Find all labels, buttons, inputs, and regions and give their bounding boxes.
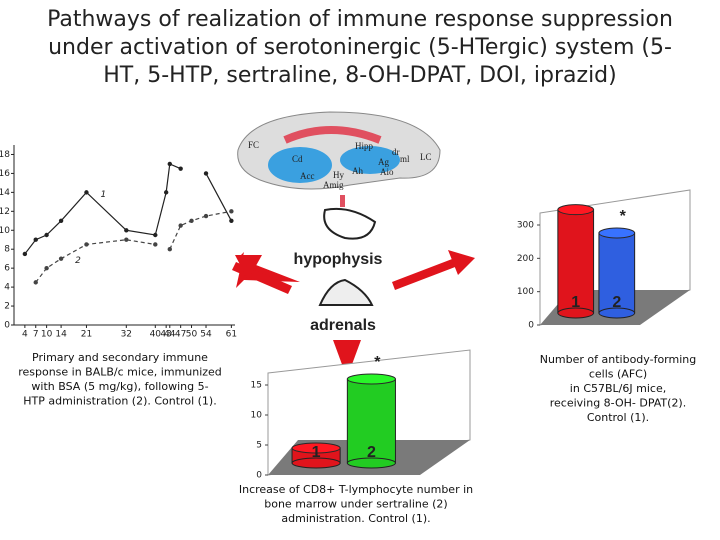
y-tick-label: 0 (528, 321, 534, 331)
bar-bottom (291, 457, 341, 469)
brain-label: Ah (352, 166, 363, 176)
chart-caption: response in BALB/c mice, immunized (18, 366, 222, 379)
chart-caption: with BSA (5 mg/kg), following 5- (31, 380, 208, 393)
y-tick-label: 15 (251, 381, 262, 391)
x-tick-label: 47 (175, 330, 186, 340)
bar-top (557, 204, 595, 216)
brain-label: FC (248, 140, 259, 150)
bar-label: 2 (367, 444, 376, 461)
brain-label: Acc (300, 171, 315, 181)
x-tick-label: 10 (41, 330, 53, 340)
series-line (35, 210, 232, 283)
series-line (24, 163, 232, 255)
chart-caption: HTP administration (2). Control (1). (23, 395, 216, 408)
hypophysis-label: hypophysis (294, 251, 383, 268)
brain-label: Cd (292, 154, 303, 164)
bar-bottom (346, 457, 396, 469)
y-tick-label: 0 (4, 321, 10, 331)
brain-diagram (232, 111, 475, 378)
bar (346, 378, 396, 464)
y-tick-label: 4 (4, 283, 10, 293)
annotation: * (620, 208, 627, 225)
y-tick-label: 200 (517, 254, 534, 264)
chart-caption: cells (AFC) (589, 368, 647, 381)
y-tick-label: 14 (0, 188, 10, 198)
x-tick-label: 21 (81, 330, 92, 340)
brain-label: ml (400, 154, 410, 164)
chart-caption: receiving 8-OH- DPAT(2). (550, 397, 686, 410)
brain-label: Ag (378, 157, 389, 167)
bar-top (291, 442, 341, 454)
chart-caption: in C57BL/6J mice, (570, 382, 666, 395)
adrenals-label: adrenals (310, 317, 376, 334)
y-tick-label: 2 (4, 302, 10, 312)
slide-title: under activation of serotoninergic (5-HT… (48, 35, 672, 60)
x-tick-label: 40 (150, 330, 162, 340)
point (178, 223, 183, 228)
brain-label: dr (392, 147, 400, 157)
brain-label: LC (420, 152, 432, 162)
x-tick-label: 61 (226, 330, 237, 340)
chart-caption: Primary and secondary immune (32, 351, 208, 364)
bar-top (598, 227, 636, 239)
y-tick-label: 12 (0, 207, 10, 217)
y-tick-label: 16 (0, 169, 10, 179)
bar-top (346, 373, 396, 385)
point (203, 213, 209, 219)
x-tick-label: 44 (164, 330, 176, 340)
x-tick-label: 32 (121, 330, 132, 340)
chart-caption: administration. Control (1). (281, 512, 430, 525)
y-tick-label: 10 (251, 411, 263, 421)
x-tick-label: 7 (33, 330, 39, 340)
x-tick-label: 54 (200, 330, 212, 340)
x-tick-label: 50 (186, 330, 198, 340)
y-tick-label: 300 (517, 221, 534, 231)
y-tick-label: 6 (4, 264, 10, 274)
bar-bottom (598, 307, 636, 319)
brain-label: Aio (380, 167, 394, 177)
slide-title: HT, 5-HTP, sertraline, 8-OH-DPAT, DOI, i… (103, 63, 616, 88)
series-label: 1 (100, 190, 106, 200)
x-tick-label: 4 (22, 330, 28, 340)
x-tick-label: 43 (160, 330, 171, 340)
chart-caption: bone marrow under sertraline (2) (264, 498, 447, 511)
bar-label: 1 (571, 294, 580, 311)
bar-label: 2 (612, 294, 621, 311)
y-tick-label: 18 (0, 150, 10, 160)
x-tick-label: 14 (55, 330, 67, 340)
chart-caption: Number of antibody-forming (540, 353, 697, 366)
chart-caption: Increase of CD8+ T-lymphocyte number in (239, 483, 473, 496)
point (124, 237, 129, 242)
series-label: 2 (75, 256, 81, 266)
bar (557, 209, 595, 314)
brain-label: Amig (323, 180, 344, 190)
y-tick-label: 100 (517, 287, 534, 297)
y-tick-label: 5 (256, 441, 262, 451)
brain-label: Hipp (355, 141, 374, 151)
bar (598, 232, 636, 314)
y-tick-label: 0 (256, 471, 262, 481)
y-tick-label: 8 (4, 245, 10, 255)
bar-label: 1 (312, 444, 321, 461)
bar-bottom (557, 307, 595, 319)
slide-title: Pathways of realization of immune respon… (47, 7, 673, 32)
brain-label: Hy (333, 170, 344, 180)
y-tick-label: 10 (0, 226, 10, 236)
chart-caption: Control (1). (587, 411, 649, 424)
annotation: * (374, 354, 381, 371)
